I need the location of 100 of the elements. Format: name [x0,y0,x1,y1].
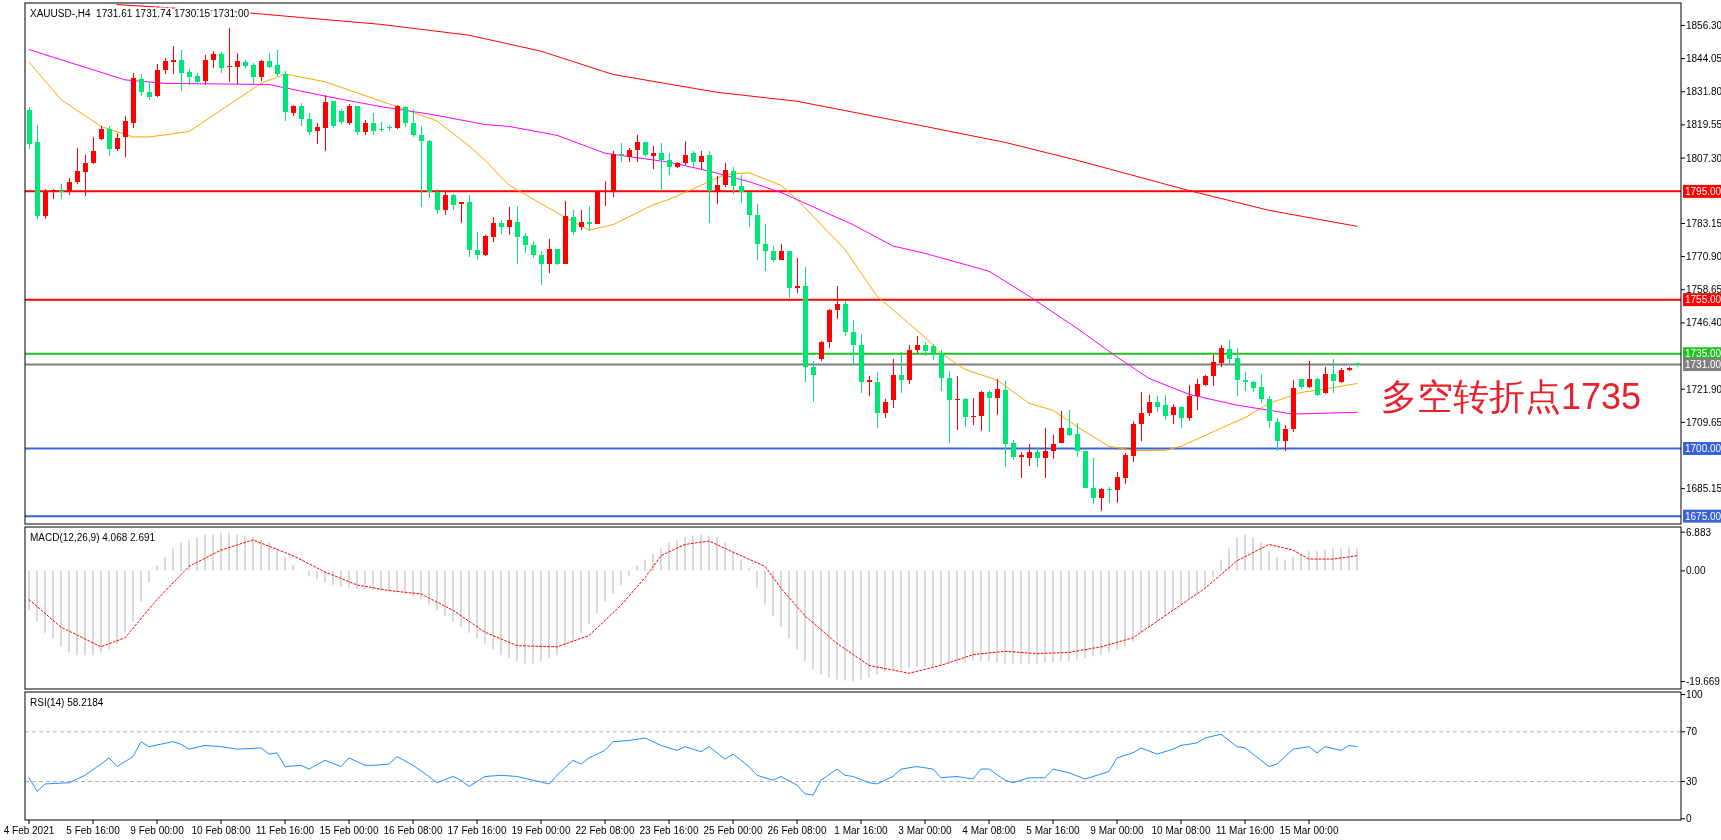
candlestick [235,52,240,85]
x-tick-label: 3 Mar 00:00 [898,825,952,836]
candlestick [683,140,688,166]
candlestick [883,398,888,419]
title: RSI(14) 58.2184 [30,697,104,708]
y-tick-label: 1807.30 [1686,152,1721,164]
candlestick [635,134,640,163]
candlestick [723,162,728,188]
x-tick-label: 9 Feb 00:00 [130,825,184,836]
candlestick [1187,384,1192,422]
candlestick [315,122,320,145]
candlestick [1075,422,1080,458]
y-tick-label: 30 [1686,776,1698,787]
x-tick-label: 4 Mar 08:00 [962,825,1016,836]
candlestick [1283,424,1288,452]
candlestick [395,104,400,130]
y-tick-label: -19.669 [1686,676,1720,687]
x-tick-label: 23 Feb 16:00 [639,825,699,836]
candlestick [1099,487,1104,512]
candlestick [667,152,672,176]
candlestick [1275,417,1280,452]
x-tick-label: 16 Feb 08:00 [383,825,443,836]
y-tick-label: 0 [1686,813,1692,825]
candlestick [227,27,232,83]
candlestick [475,231,480,261]
candlestick [747,191,752,228]
y-tick-label: 1721.90 [1686,383,1721,395]
candlestick [1059,410,1064,444]
candlestick [1147,394,1152,417]
candlestick [1227,339,1232,366]
x-tick-label: 17 Feb 16:00 [447,825,507,836]
candlestick [123,115,128,158]
candlestick [1115,471,1120,504]
candlestick [1027,443,1032,467]
candlestick [987,389,992,433]
x-tick-label: 25 Feb 00:00 [703,825,763,836]
x-tick-label: 10 Feb 08:00 [191,825,251,836]
title: MACD(12,26,9) 4.068 2.691 [30,532,156,543]
y-tick-label: 1856.30 [1686,19,1721,31]
candlestick [963,397,968,428]
candlestick [1107,486,1112,504]
candlestick [523,232,528,254]
candlestick [763,223,768,272]
candlestick [491,216,496,243]
annotation: 多空转折点1735 [1380,376,1642,418]
candlestick [1019,451,1024,479]
ref-line-label: 1731.00 [1683,358,1721,372]
candlestick [179,49,184,92]
x-tick-label: 19 Feb 00:00 [511,825,571,836]
candlestick [1211,354,1216,387]
x-tick-label: 22 Feb 08:00 [575,825,635,836]
candlestick [435,188,440,215]
x-tick-label: 15 Feb 00:00 [319,825,379,836]
y-tick-label: 1709.65 [1686,416,1721,428]
ref-line-label: 1755.00 [1683,293,1721,307]
candlestick [547,238,552,274]
y-tick-label: 1783.15 [1686,217,1721,229]
ref-line-label: 1675.00 [1683,509,1721,523]
candlestick [371,112,376,136]
candlestick [651,145,656,170]
candlestick [1067,409,1072,437]
candlestick [995,378,1000,416]
candlestick [947,370,952,444]
candlestick [307,112,312,136]
candlestick [419,125,424,208]
y-tick-label: 100 [1686,689,1703,700]
candlestick [275,49,280,77]
candlestick [75,147,80,185]
candlestick [1243,371,1248,392]
x-tick-label: 5 Mar 16:00 [1026,825,1080,836]
candlestick [539,250,544,286]
candlestick [739,174,744,204]
candlestick [1051,434,1056,459]
y-tick-label: 1758.65 [1686,284,1721,296]
candlestick [659,142,664,192]
candlestick [979,390,984,432]
y-tick-label: 1770.90 [1686,251,1721,263]
ref-line-label: 1700.00 [1683,442,1721,455]
x-tick-label: 11 Feb 16:00 [255,825,315,836]
x-tick-label: 4 Feb 2021 [3,825,55,836]
candlestick [203,54,208,86]
x-tick-label: 5 Feb 16:00 [66,825,120,836]
x-tick-label: 11 Mar 16:00 [1215,825,1275,836]
candlestick [1195,378,1200,411]
candlestick [811,360,816,403]
x-tick-label: 15 Mar 00:00 [1279,825,1339,836]
candlestick [1179,405,1184,429]
candlestick [819,340,824,362]
x-tick-label: 10 Mar 08:00 [1151,825,1211,836]
y-tick-label: 1819.55 [1686,119,1721,131]
candlestick [1323,366,1328,395]
candlestick [1219,344,1224,368]
candlestick [1259,373,1264,404]
x-tick-label: 1 Mar 16:00 [834,825,888,836]
y-tick-label: 6.883 [1686,526,1712,538]
candlestick [251,62,256,85]
candlestick [219,51,224,74]
candlestick [403,105,408,128]
y-tick-label: 0.00 [1686,565,1706,577]
candlestick [411,108,416,138]
